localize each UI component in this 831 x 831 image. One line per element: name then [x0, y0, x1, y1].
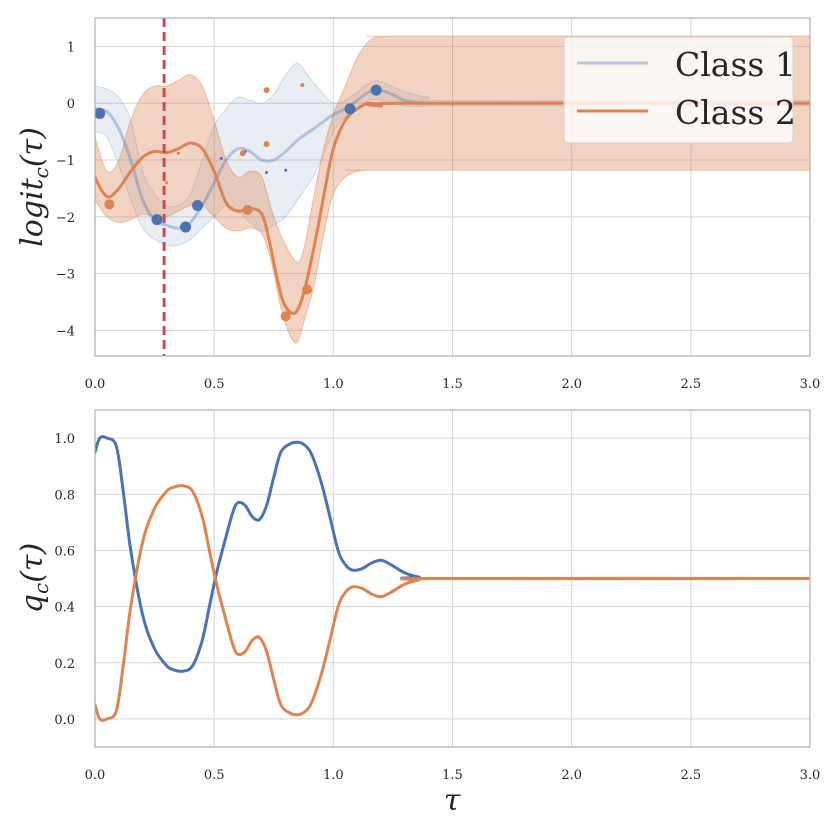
logit-points — [95, 83, 382, 322]
logit-xtick-label: 0.5 — [204, 377, 225, 392]
legend-box — [563, 36, 794, 144]
probability-xtick-label: 2.5 — [680, 768, 701, 783]
probability-panel: 0.0 0.5 1.0 1.5 2.0 2.5 3.0 1.0 0.8 0.6 0.4 0.20.0 … — [15, 409, 820, 818]
probability-ytick-label: 0.8 — [54, 488, 75, 503]
logit-ytick-label: −4 — [56, 324, 75, 339]
logit-xtick-label: 2.0 — [561, 377, 582, 392]
probability-ytick-label: 1.0 — [54, 432, 75, 447]
probability-xtick-label: 1.5 — [442, 768, 463, 783]
probability-ylabel: qc(τ) — [15, 543, 53, 613]
logit-point-class-1 — [370, 84, 382, 96]
probability-line-class-1 — [95, 435, 810, 673]
logit-point-class-1 — [284, 168, 288, 172]
logit-point-class-2 — [280, 311, 291, 322]
probability-xtick-label: 0.0 — [85, 768, 106, 783]
logit-xtick-label: 1.0 — [323, 377, 344, 392]
logit-ytick-label: −2 — [56, 211, 75, 226]
probability-ytick-label: 0.0 — [54, 713, 75, 728]
probability-ytick-label: 0.4 — [54, 601, 75, 616]
probability-xtick-label: 2.0 — [561, 768, 582, 783]
logit-point-class-1 — [344, 103, 356, 115]
probability-ticks: 0.0 0.5 1.0 1.5 2.0 2.5 3.0 1.0 0.8 0.6 0.4 0.2 0.0 — [54, 432, 820, 783]
probability-ytick-label: 0.2 — [54, 657, 75, 672]
probability-ylabel-arg: (τ) — [15, 543, 50, 583]
logit-point-class-2 — [239, 150, 246, 157]
probability-xtick-label: 3.0 — [800, 768, 821, 783]
logit-point-class-2 — [176, 151, 180, 155]
logit-ylabel-arg: (τ) — [15, 127, 50, 167]
logit-ytick-label: 0 — [67, 97, 75, 112]
logit-xtick-label: 1.5 — [442, 377, 463, 392]
logit-ticks: 0.0 0.5 1.0 1.5 2.0 2.5 3.0 1 0 −1 −2 −3 −4 — [56, 40, 821, 392]
logit-ytick-label: −3 — [56, 268, 75, 283]
legend-label-class-1: Class 1 — [675, 45, 796, 84]
logit-point-class-2 — [104, 199, 115, 210]
logit-point-class-1 — [219, 156, 223, 160]
logit-point-class-2 — [263, 87, 270, 94]
logit-xtick-label: 0.0 — [85, 377, 106, 392]
logit-point-class-2 — [165, 181, 168, 185]
logit-ylabel-sub: c — [29, 167, 53, 178]
legend-label-class-2: Class 2 — [675, 93, 796, 132]
legend: Class 1 Class 2 — [563, 36, 796, 144]
logit-point-class-1 — [180, 221, 192, 233]
logit-panel: 0.0 0.5 1.0 1.5 2.0 2.5 3.0 1 0 −1 −2 −3 −4 logitc(τ… — [15, 17, 821, 392]
logit-band-class-1 — [95, 62, 810, 247]
probability-ylabel-sub: c — [29, 583, 53, 594]
probability-ytick-label: 0.6 — [54, 544, 75, 559]
probability-xtick-label: 0.5 — [204, 768, 225, 783]
logit-point-class-1 — [191, 199, 203, 211]
logit-xtick-label: 2.5 — [680, 377, 701, 392]
logit-ylabel-main: logit — [15, 177, 50, 246]
logit-point-class-2 — [302, 284, 313, 295]
logit-point-class-1 — [151, 214, 163, 226]
logit-frame — [94, 17, 811, 357]
logit-ytick-label: −1 — [56, 154, 75, 169]
probability-ylabel-main: q — [15, 594, 50, 613]
logit-point-class-2 — [242, 205, 253, 216]
probability-lines — [95, 435, 810, 722]
logit-ytick-label: 1 — [67, 40, 75, 55]
probability-frame — [94, 409, 811, 748]
probability-xlabel: τ — [444, 783, 461, 818]
logit-point-class-1 — [95, 107, 106, 119]
logit-point-class-2 — [263, 141, 270, 148]
logit-xtick-label: 3.0 — [800, 377, 821, 392]
logit-line-class-2 — [95, 101, 810, 315]
probability-line-class-2 — [95, 484, 810, 722]
logit-point-class-2 — [300, 83, 305, 88]
logit-point-class-1 — [265, 171, 269, 175]
probability-xtick-label: 1.0 — [323, 768, 344, 783]
logit-ylabel: logitc(τ) — [15, 127, 53, 247]
